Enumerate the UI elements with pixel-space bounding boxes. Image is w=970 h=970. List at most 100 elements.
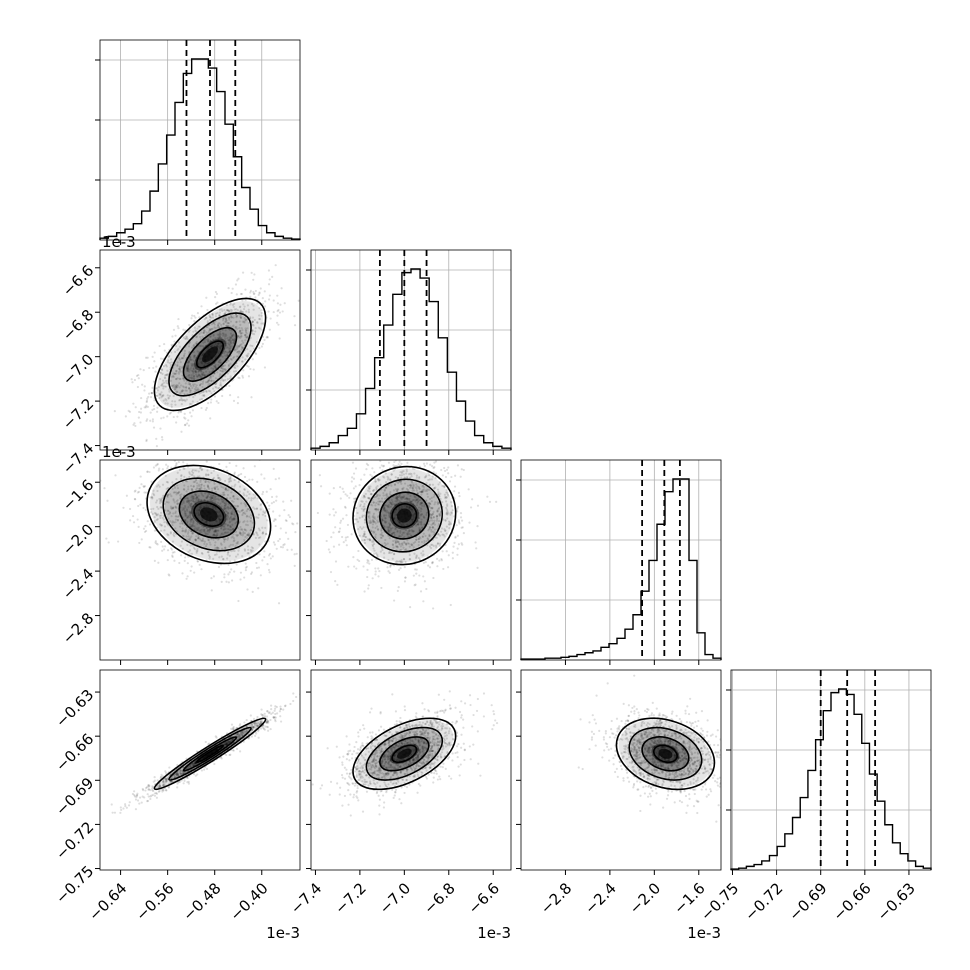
scatter-point bbox=[225, 309, 229, 312]
scatter-point bbox=[251, 332, 254, 335]
scatter-point bbox=[136, 518, 139, 521]
scatter-point bbox=[347, 565, 350, 568]
scatter-point bbox=[428, 474, 431, 477]
scatter-point bbox=[383, 488, 386, 491]
scatter-point bbox=[228, 309, 231, 312]
scatter-point bbox=[414, 583, 417, 586]
scatter-point bbox=[226, 337, 229, 340]
scatter-point bbox=[296, 522, 299, 525]
scatter-point bbox=[174, 334, 177, 337]
scatter-point bbox=[201, 373, 204, 377]
scatter-point bbox=[441, 550, 444, 553]
scatter-point bbox=[178, 490, 181, 494]
scatter-point bbox=[194, 761, 197, 764]
scatter-point bbox=[394, 504, 397, 507]
scatter-point bbox=[247, 548, 250, 551]
scatter-point bbox=[196, 509, 199, 512]
scatter-point bbox=[364, 535, 367, 538]
scatter-point bbox=[430, 513, 433, 517]
scatter-point bbox=[213, 529, 217, 532]
scatter-point bbox=[185, 577, 188, 580]
scatter-point bbox=[230, 491, 233, 494]
scatter-point bbox=[193, 383, 196, 386]
scatter-point bbox=[235, 355, 238, 358]
scatter-point bbox=[264, 511, 267, 514]
scatter-point bbox=[373, 530, 376, 533]
scatter-point bbox=[244, 562, 247, 565]
scatter-point bbox=[248, 478, 251, 481]
scatter-point bbox=[189, 518, 192, 521]
scatter-point bbox=[234, 505, 237, 508]
scatter-point bbox=[362, 508, 365, 511]
scatter-point bbox=[269, 317, 272, 320]
scatter-point bbox=[431, 525, 434, 528]
scatter-point bbox=[366, 489, 370, 492]
scatter-point bbox=[258, 314, 261, 317]
scatter-point bbox=[214, 508, 217, 511]
scatter-point bbox=[232, 517, 235, 521]
scatter-point bbox=[186, 776, 189, 779]
scatter-point bbox=[196, 387, 199, 390]
scatter-point bbox=[363, 496, 367, 499]
scatter-point bbox=[175, 372, 178, 375]
scatter-point bbox=[191, 505, 194, 508]
scatter-point bbox=[193, 453, 195, 455]
scatter-point bbox=[210, 340, 213, 343]
scatter-point bbox=[170, 507, 173, 510]
scatter-point bbox=[397, 481, 400, 485]
scatter-point bbox=[366, 463, 370, 467]
scatter-point bbox=[222, 368, 225, 371]
scatter-point bbox=[190, 473, 193, 476]
scatter-point bbox=[202, 390, 206, 393]
scatter-point bbox=[210, 392, 213, 395]
scatter-point bbox=[236, 553, 240, 556]
scatter-point bbox=[232, 341, 235, 345]
scatter-point bbox=[162, 780, 165, 783]
panel-frame bbox=[310, 249, 512, 451]
scatter-point bbox=[346, 494, 349, 497]
scatter-point bbox=[212, 497, 215, 500]
scatter-point bbox=[221, 525, 224, 528]
scatter-point bbox=[241, 271, 245, 274]
scatter-point bbox=[357, 528, 360, 531]
scatter-point bbox=[186, 369, 189, 373]
scatter-point bbox=[153, 529, 157, 532]
scatter-point bbox=[329, 570, 333, 574]
scatter-point bbox=[151, 512, 154, 516]
scatter-point bbox=[290, 499, 293, 502]
scatter-point bbox=[393, 517, 396, 520]
scatter-point bbox=[431, 512, 435, 515]
scatter-point bbox=[389, 478, 392, 481]
scatter-point bbox=[386, 450, 388, 452]
scatter-point bbox=[198, 513, 201, 516]
scatter-point bbox=[408, 500, 411, 503]
scatter-point bbox=[219, 542, 223, 545]
scatter-point bbox=[181, 356, 184, 360]
scatter-point bbox=[276, 310, 279, 313]
scatter-point bbox=[145, 439, 148, 443]
scatter-point bbox=[284, 531, 288, 534]
scatter-point bbox=[292, 523, 295, 526]
scatter-point bbox=[247, 308, 250, 311]
scatter-point bbox=[191, 762, 195, 765]
scatter-point bbox=[182, 377, 185, 380]
scatter-point bbox=[219, 358, 222, 362]
scatter-point bbox=[244, 505, 247, 508]
scatter-point bbox=[410, 484, 413, 487]
scatter-point bbox=[212, 338, 215, 341]
scatter-point bbox=[412, 574, 415, 577]
scatter-point bbox=[214, 547, 217, 550]
scatter-point bbox=[266, 335, 269, 338]
scatter-point bbox=[160, 369, 164, 372]
scatter-point bbox=[200, 361, 203, 365]
scatter-point bbox=[133, 378, 137, 382]
scatter-point bbox=[193, 356, 196, 359]
scatter-point bbox=[198, 529, 201, 533]
scatter-point bbox=[241, 528, 244, 532]
scatter-point bbox=[233, 308, 236, 311]
scatter-point bbox=[177, 372, 181, 375]
scatter-point bbox=[198, 484, 201, 488]
scatter-point bbox=[243, 475, 247, 479]
scatter-point bbox=[165, 365, 168, 368]
scatter-point bbox=[387, 528, 390, 531]
